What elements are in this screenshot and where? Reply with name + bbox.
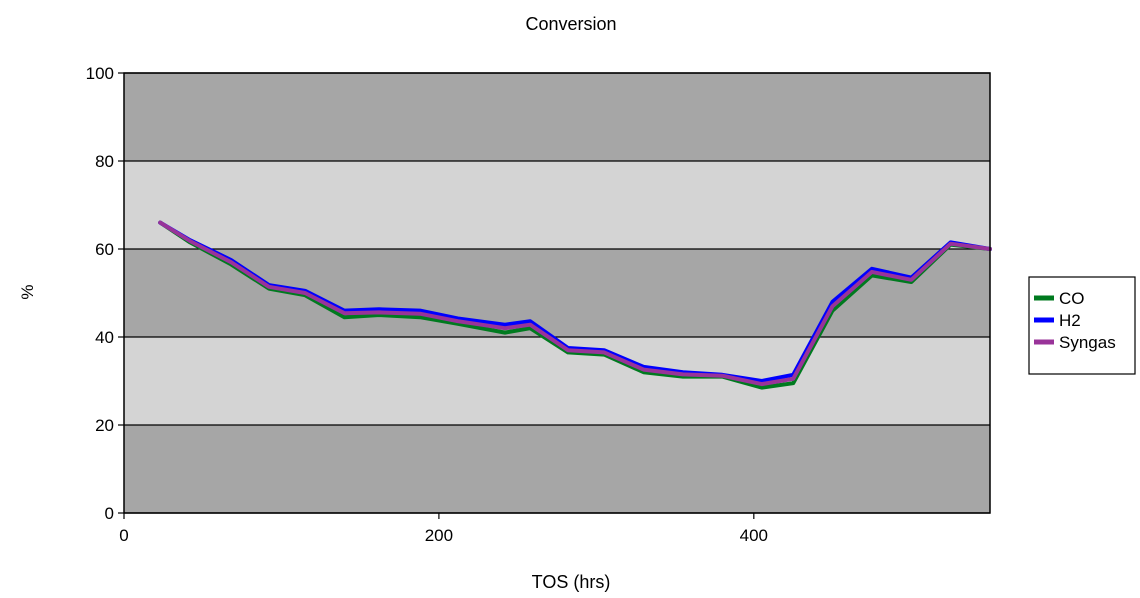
legend-label-syngas: Syngas — [1059, 333, 1116, 352]
background-band — [124, 425, 990, 513]
x-tick-label: 200 — [425, 526, 453, 545]
background-band — [124, 161, 990, 249]
chart-title: Conversion — [525, 14, 616, 34]
y-tick-label: 80 — [95, 152, 114, 171]
axis-ticks: 0 20 40 60 80 100 0 200 400 — [86, 64, 768, 545]
y-tick-label: 60 — [95, 240, 114, 259]
y-tick-label: 40 — [95, 328, 114, 347]
y-axis-label: % — [18, 284, 37, 299]
x-axis-label: TOS (hrs) — [532, 572, 611, 592]
plot-frame — [123, 72, 991, 514]
legend: CO H2 Syngas — [1028, 276, 1136, 375]
background-band — [124, 337, 990, 425]
y-tick-label: 100 — [86, 64, 114, 83]
y-tick-label: 0 — [105, 504, 114, 523]
legend-label-h2: H2 — [1059, 311, 1081, 330]
y-tick-label: 20 — [95, 416, 114, 435]
legend-label-co: CO — [1059, 289, 1085, 308]
plot-background — [124, 73, 990, 513]
series-line-syngas — [158, 220, 992, 387]
series-layer — [158, 220, 992, 390]
legend-box — [1028, 276, 1136, 375]
x-tick-label: 400 — [740, 526, 768, 545]
background-band — [124, 73, 990, 161]
x-tick-label: 0 — [119, 526, 128, 545]
background-band — [124, 249, 990, 337]
series-line-co — [158, 220, 992, 390]
